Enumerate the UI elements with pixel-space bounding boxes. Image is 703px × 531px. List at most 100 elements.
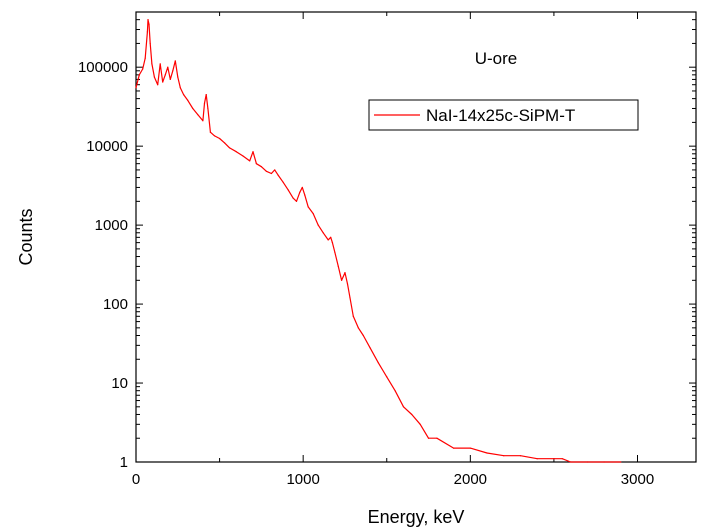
legend-label: NaI-14x25c-SiPM-T — [426, 106, 575, 125]
data-point — [270, 172, 273, 175]
data-point — [192, 107, 194, 110]
data-point — [169, 78, 171, 81]
data-point — [322, 232, 324, 234]
y-tick-label: 10000 — [86, 138, 128, 155]
data-point — [260, 166, 262, 168]
data-point — [486, 452, 488, 454]
data-point — [135, 87, 137, 89]
data-point — [331, 242, 334, 244]
data-point — [561, 458, 563, 460]
data-point — [203, 102, 206, 104]
data-point — [312, 212, 314, 215]
series-line-0 — [135, 19, 621, 463]
legend: NaI-14x25c-SiPM-T — [368, 99, 639, 131]
data-point — [146, 31, 148, 33]
data-point — [205, 93, 207, 96]
data-point — [586, 461, 588, 463]
data-point — [536, 458, 538, 460]
data-point — [183, 93, 185, 96]
data-point — [213, 135, 216, 137]
data-point — [346, 283, 349, 285]
data-point — [177, 76, 179, 78]
data-point — [295, 200, 298, 202]
data-point — [277, 174, 279, 176]
data-point — [469, 447, 471, 449]
data-point — [292, 197, 294, 199]
data-point — [299, 191, 301, 193]
data-point — [252, 151, 254, 153]
y-tick-label: 1000 — [95, 217, 128, 234]
annotation-label: U-ore — [475, 49, 518, 68]
data-point — [142, 68, 144, 70]
data-point — [570, 461, 572, 463]
data-point — [341, 279, 343, 281]
data-point — [202, 120, 204, 122]
data-point — [352, 315, 354, 317]
data-point — [287, 189, 289, 191]
data-point — [337, 265, 339, 268]
y-tick-label: 100000 — [78, 59, 128, 76]
data-point — [304, 194, 306, 196]
data-point — [377, 362, 379, 364]
ticks-layer: 0 1000 2000 3000 1 10 100 1000 10000 100000 — [78, 11, 696, 488]
data-point — [394, 390, 396, 392]
data-point — [282, 181, 284, 183]
data-point — [369, 347, 371, 349]
data-point — [223, 142, 226, 144]
data-point — [159, 63, 161, 65]
data-point — [242, 155, 244, 157]
data-point — [386, 376, 388, 378]
data-point — [162, 81, 164, 83]
data-point — [603, 461, 605, 463]
data-point — [330, 236, 332, 238]
data-point — [362, 334, 364, 337]
data-point — [344, 272, 346, 274]
data-point — [519, 455, 522, 457]
data-point — [307, 206, 309, 208]
data-point — [553, 458, 555, 460]
data-point — [147, 19, 149, 21]
data-point — [411, 413, 413, 416]
data-point — [187, 99, 189, 101]
x-tick-label: 0 — [132, 471, 140, 488]
y-tick-label: 10 — [111, 375, 128, 392]
series-layer — [135, 19, 622, 463]
data-point — [229, 147, 231, 149]
data-point — [349, 297, 351, 299]
data-point — [153, 76, 155, 78]
data-point — [172, 70, 174, 72]
data-point — [209, 131, 211, 133]
data-point — [164, 74, 166, 76]
data-point — [419, 423, 421, 425]
data-point — [620, 461, 622, 463]
data-point — [218, 137, 221, 140]
data-point — [436, 437, 438, 439]
data-point — [402, 406, 405, 408]
y-tick-label: 100 — [103, 296, 128, 313]
data-point — [265, 170, 267, 172]
data-point — [157, 84, 159, 86]
data-point — [453, 447, 455, 449]
plot-frame — [135, 11, 697, 463]
data-point — [255, 163, 257, 165]
data-point — [327, 239, 329, 241]
data-point — [235, 151, 237, 153]
data-point — [149, 42, 151, 45]
y-axis-title: Counts — [16, 208, 36, 265]
data-point — [334, 251, 336, 254]
data-point — [138, 74, 140, 76]
data-point — [357, 327, 359, 329]
data-point — [151, 63, 153, 65]
data-point — [197, 114, 199, 116]
data-point — [207, 107, 209, 110]
data-point — [167, 66, 169, 68]
x-axis-title: Energy, keV — [368, 507, 465, 527]
data-point — [144, 57, 146, 59]
data-point — [249, 160, 251, 162]
x-tick-label: 2000 — [454, 471, 487, 488]
x-tick-label: 1000 — [286, 471, 319, 488]
data-point — [148, 23, 150, 25]
data-point — [179, 87, 181, 89]
data-point — [274, 169, 276, 171]
